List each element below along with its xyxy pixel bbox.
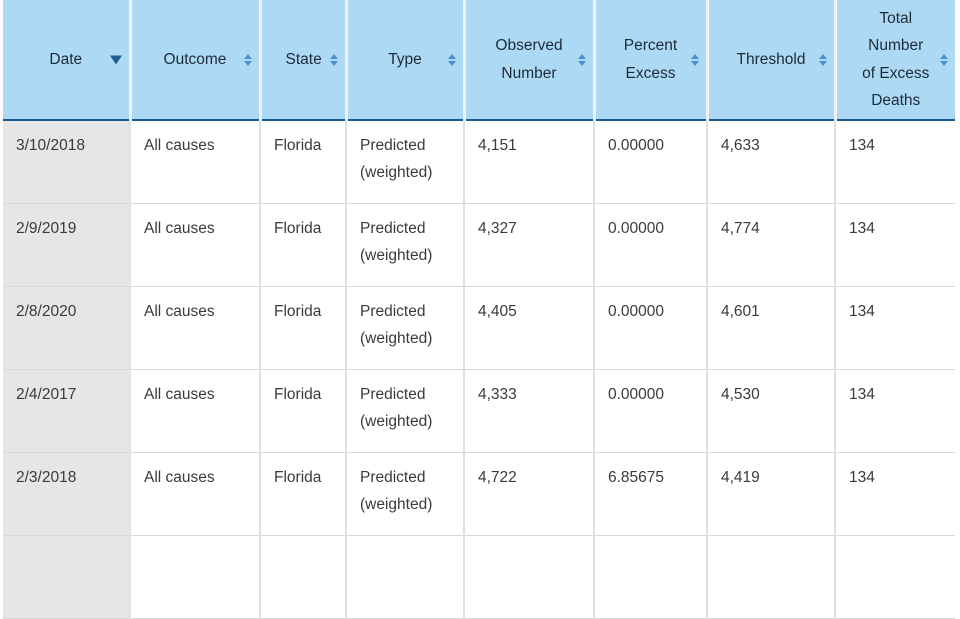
column-header-label: Threshold (736, 50, 806, 68)
cell-threshold: 4,633 (707, 120, 836, 204)
column-header-label: Type (388, 50, 422, 68)
cell-type: Predicted (weighted) (346, 286, 465, 370)
triangle-up-icon (818, 53, 827, 59)
sort-toggle-icon (329, 53, 338, 66)
sort-toggle-icon (447, 53, 456, 66)
cell-total_excess_deaths: 134 (835, 120, 955, 204)
column-header-percent_excess[interactable]: Percent Excess (594, 0, 709, 121)
triangle-up-icon (940, 53, 948, 59)
cell-total_excess_deaths (835, 535, 955, 619)
triangle-down-icon (329, 60, 338, 66)
cell-percent_excess: 0.00000 (594, 203, 708, 287)
triangle-down-icon (447, 60, 456, 66)
sort-toggle-icon (577, 53, 586, 66)
triangle-up-icon (690, 53, 699, 59)
triangle-down-icon (818, 60, 827, 66)
cell-state: Florida (260, 203, 347, 287)
triangle-down-icon (690, 60, 699, 66)
triangle-up-icon (329, 53, 338, 59)
cell-total_excess_deaths: 134 (835, 286, 955, 370)
cell-percent_excess: 0.00000 (594, 286, 708, 370)
column-header-label: Percent Excess (623, 37, 678, 82)
cell-state: Florida (260, 286, 347, 370)
table-row-partial (3, 535, 955, 619)
table-row: 2/9/2019 All causes Florida Predicted (weig… (3, 203, 955, 287)
sort-toggle-icon (243, 53, 252, 66)
header-row: Date Outcome State Type Observed Number Perce… (3, 0, 955, 121)
cell-percent_excess (594, 535, 708, 619)
cell-outcome: All causes (130, 452, 261, 536)
cell-outcome: All causes (130, 369, 261, 453)
cell-state: Florida (260, 120, 347, 204)
cell-total_excess_deaths: 134 (835, 203, 955, 287)
triangle-down-icon (243, 60, 252, 66)
cell-observed_number: 4,722 (464, 452, 595, 536)
column-header-label: Observed Number (495, 37, 563, 82)
sort-toggle-icon (940, 53, 948, 66)
column-header-label: Outcome (163, 50, 227, 68)
triangle-down-icon (940, 60, 948, 66)
cell-date: 2/9/2019 (3, 203, 131, 287)
column-header-outcome[interactable]: Outcome (130, 0, 262, 121)
table-body: 3/10/2018 All causes Florida Predicted (wei… (3, 120, 955, 619)
cell-observed_number: 4,405 (464, 286, 595, 370)
cell-type: Predicted (weighted) (346, 203, 465, 287)
table-row: 2/4/2017 All causes Florida Predicted (weig… (3, 369, 955, 453)
triangle-up-icon (577, 53, 586, 59)
cell-state: Florida (260, 452, 347, 536)
cell-type: Predicted (weighted) (346, 369, 465, 453)
column-header-date[interactable]: Date (3, 0, 132, 121)
cell-date: 3/10/2018 (3, 120, 131, 204)
column-header-label: State (285, 50, 322, 68)
cell-threshold: 4,419 (707, 452, 836, 536)
cell-threshold: 4,774 (707, 203, 836, 287)
column-header-observed_number[interactable]: Observed Number (464, 0, 596, 121)
table-header: Date Outcome State Type Observed Number Perce… (3, 0, 955, 121)
sort-descending-icon (109, 55, 122, 64)
cell-date: 2/8/2020 (3, 286, 131, 370)
cell-threshold: 4,601 (707, 286, 836, 370)
cell-outcome: All causes (130, 203, 261, 287)
cell-date (3, 535, 131, 619)
triangle-up-icon (243, 53, 252, 59)
cell-percent_excess: 6.85675 (594, 452, 708, 536)
sort-toggle-icon (818, 53, 827, 66)
cell-date: 2/4/2017 (3, 369, 131, 453)
table-row: 2/8/2020 All causes Florida Predicted (weig… (3, 286, 955, 370)
triangle-down-icon (109, 55, 122, 64)
column-header-label: Date (49, 50, 83, 68)
cell-type: Predicted (weighted) (346, 120, 465, 204)
cell-percent_excess: 0.00000 (594, 369, 708, 453)
triangle-down-icon (577, 60, 586, 66)
cell-observed_number: 4,333 (464, 369, 595, 453)
sort-toggle-icon (690, 53, 699, 66)
triangle-up-icon (447, 53, 456, 59)
column-header-type[interactable]: Type (346, 0, 466, 121)
cell-threshold: 4,530 (707, 369, 836, 453)
cell-observed_number: 4,151 (464, 120, 595, 204)
cell-threshold (707, 535, 836, 619)
cell-state: Florida (260, 369, 347, 453)
table-row: 2/3/2018 All causes Florida Predicted (weig… (3, 452, 955, 536)
cell-type: Predicted (weighted) (346, 452, 465, 536)
column-header-label: Total Number of Excess Deaths (862, 10, 930, 109)
column-header-threshold[interactable]: Threshold (707, 0, 837, 121)
cell-state (260, 535, 347, 619)
data-table: Date Outcome State Type Observed Number Perce… (3, 0, 955, 619)
column-header-total_excess_deaths[interactable]: Total Number of Excess Deaths (835, 0, 955, 121)
column-header-state[interactable]: State (260, 0, 348, 121)
cell-observed_number (464, 535, 595, 619)
cell-outcome: All causes (130, 120, 261, 204)
cell-total_excess_deaths: 134 (835, 452, 955, 536)
cell-observed_number: 4,327 (464, 203, 595, 287)
cell-outcome (130, 535, 261, 619)
cell-percent_excess: 0.00000 (594, 120, 708, 204)
cell-type (346, 535, 465, 619)
cell-total_excess_deaths: 134 (835, 369, 955, 453)
table-row: 3/10/2018 All causes Florida Predicted (wei… (3, 120, 955, 204)
cell-date: 2/3/2018 (3, 452, 131, 536)
cell-outcome: All causes (130, 286, 261, 370)
